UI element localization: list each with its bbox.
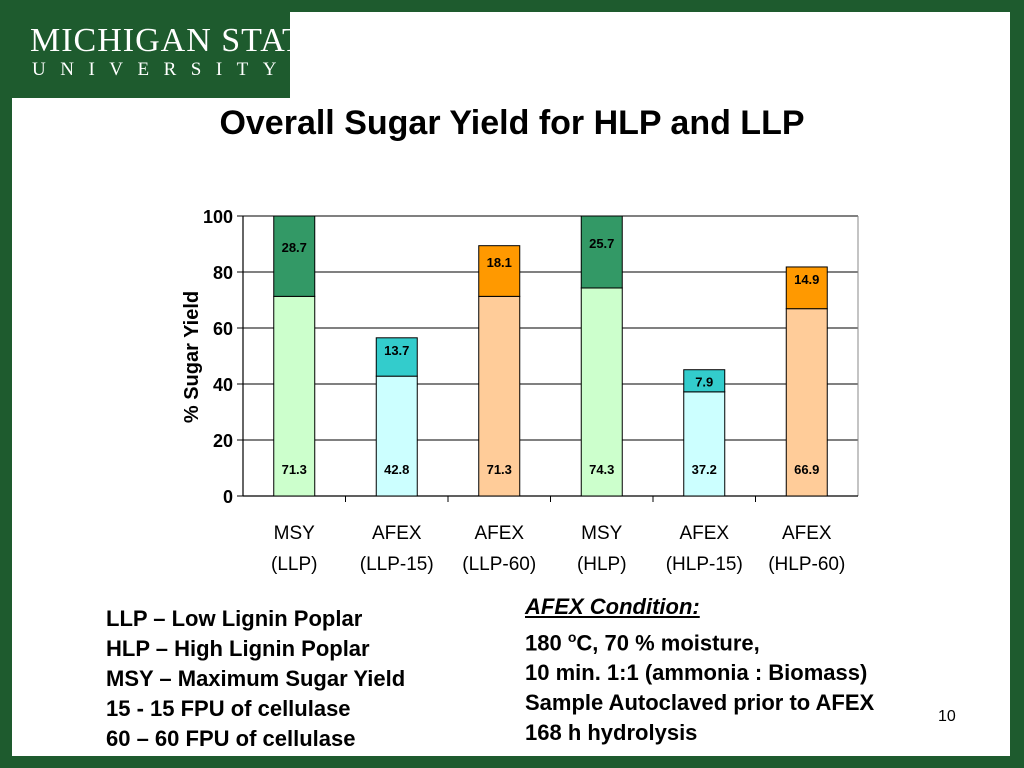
y-tick-label: 100 xyxy=(203,207,233,227)
x-category-label: AFEX xyxy=(782,523,832,544)
definition-line: 15 - 15 FPU of cellulase xyxy=(106,696,351,721)
afex-condition-title: AFEX Condition: xyxy=(525,594,700,619)
y-tick-label: 40 xyxy=(213,375,233,395)
bar-segment xyxy=(273,215,316,297)
definition-line: HLP – High Lignin Poplar xyxy=(106,636,370,661)
bar-segment xyxy=(683,391,726,497)
definition-line: 60 – 60 FPU of cellulase xyxy=(106,726,356,751)
data-label: 14.9 xyxy=(794,272,819,287)
abbreviation-definitions: LLP – Low Lignin Poplar HLP – High Ligni… xyxy=(106,604,405,754)
afex-condition-line: 10 min. 1:1 (ammonia : Biomass) xyxy=(525,660,868,686)
data-label: 7.9 xyxy=(695,375,713,390)
definition-line: LLP – Low Lignin Poplar xyxy=(106,606,363,631)
x-category-label: AFEX xyxy=(474,523,524,544)
bar-segment xyxy=(375,337,418,377)
bar-segment xyxy=(785,308,828,497)
bar-segment xyxy=(580,215,623,289)
bar-segment xyxy=(375,375,418,497)
y-tick-label: 20 xyxy=(213,431,233,451)
bar-segment xyxy=(478,295,521,497)
logo-wordmark: MICHIGAN STATE xyxy=(30,22,326,59)
afex-condition-line: 180 oC, 70 % moisture, xyxy=(525,622,874,658)
data-label: 71.3 xyxy=(487,462,512,477)
data-label: 25.7 xyxy=(589,236,614,251)
page-number: 10 xyxy=(938,708,956,725)
x-category-label: AFEX xyxy=(679,523,729,544)
data-label: 42.8 xyxy=(384,462,409,477)
x-category-label: MSY xyxy=(274,523,316,544)
y-tick-label: 60 xyxy=(213,319,233,339)
x-category-label: AFEX xyxy=(372,523,422,544)
data-label: 18.1 xyxy=(487,255,512,270)
afex-condition-block: AFEX Condition: 180 oC, 70 % moisture, 1… xyxy=(525,592,874,748)
data-label: 66.9 xyxy=(794,462,819,477)
bar-segment xyxy=(273,295,316,497)
degree-superscript: o xyxy=(567,629,577,645)
data-label: 13.7 xyxy=(384,343,409,358)
x-category-label: (HLP-60) xyxy=(768,554,845,575)
definition-line: MSY – Maximum Sugar Yield xyxy=(106,666,406,691)
bar-segment xyxy=(580,287,623,497)
x-category-label: (HLP-15) xyxy=(666,554,743,575)
slide-title: Overall Sugar Yield for HLP and LLP xyxy=(219,104,805,142)
bar-segment xyxy=(785,266,828,310)
y-axis-label: % Sugar Yield xyxy=(181,291,203,423)
logo-subline: UNIVERSITY xyxy=(32,59,291,80)
y-tick-label: 0 xyxy=(223,487,233,507)
afex-temp-rest: C, 70 % moisture, xyxy=(576,630,760,656)
x-category-label: (LLP-60) xyxy=(462,554,536,575)
bar-segment xyxy=(478,245,521,297)
x-category-label: (HLP) xyxy=(577,554,627,575)
msu-logo: MICHIGAN STATE UNIVERSITY xyxy=(12,12,325,98)
x-category-label: (LLP) xyxy=(271,554,317,575)
bar-segment xyxy=(683,369,726,393)
x-category-label: (LLP-15) xyxy=(360,554,434,575)
afex-condition-line: 168 h hydrolysis xyxy=(525,720,698,746)
x-category-label: MSY xyxy=(581,523,623,544)
y-tick-label: 80 xyxy=(213,263,233,283)
stacked-bar-chart: 0 20 40 60 80 100 % Sugar Yield 71.3 28.7 MSY (LLP… xyxy=(181,207,859,575)
data-label: 28.7 xyxy=(282,240,307,255)
afex-condition-line: Sample Autoclaved prior to AFEX xyxy=(525,690,875,716)
data-label: 71.3 xyxy=(282,462,307,477)
data-label: 37.2 xyxy=(692,462,717,477)
afex-temp-value: 180 xyxy=(525,630,568,656)
data-label: 74.3 xyxy=(589,462,614,477)
